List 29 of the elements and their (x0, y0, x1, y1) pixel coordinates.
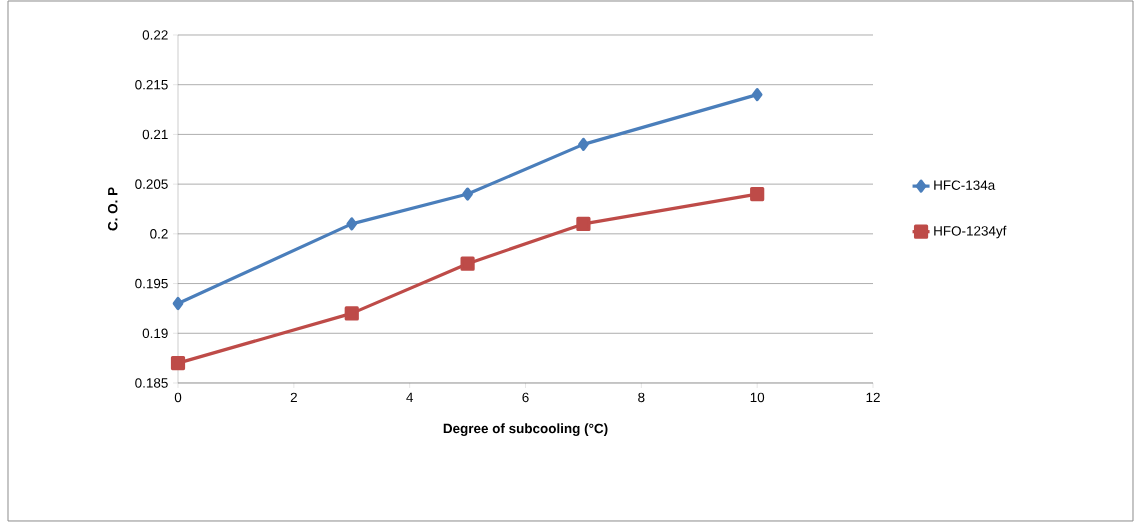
x-tick-label: 12 (866, 392, 880, 403)
x-tick-label: 8 (638, 392, 645, 403)
x-tick-label: 2 (290, 392, 297, 403)
point (346, 217, 358, 231)
y-tick-label: 0.19 (142, 328, 168, 339)
x-tick-label: 4 (406, 392, 414, 402)
point (462, 187, 473, 201)
point (172, 296, 184, 311)
x-tick-label: 10 (750, 392, 765, 403)
x-axis-title: Degree of subcooling (°C) (443, 423, 608, 436)
point (344, 306, 359, 321)
x-tick-label: 6 (522, 392, 529, 403)
point (170, 356, 186, 371)
point (460, 256, 475, 271)
y-tick-label: 0.195 (135, 278, 168, 289)
x-tick-label: 0 (174, 392, 182, 403)
y-tick-label: 0.215 (135, 79, 168, 90)
legend-label: HFC-134a (934, 180, 996, 190)
legend-label: HFO-1234yf (934, 225, 1007, 239)
y-tick-label: 0.22 (142, 30, 168, 40)
y-tick-label: 0.185 (135, 378, 168, 388)
y-tick-label: 0.205 (135, 179, 168, 189)
point (751, 88, 763, 102)
y-tick-label: 0.21 (142, 129, 168, 140)
point (750, 186, 765, 202)
point (578, 137, 589, 151)
y-tick-label: 0.2 (150, 229, 168, 239)
point (576, 216, 591, 231)
y-axis-title: C. O. P (107, 187, 118, 231)
